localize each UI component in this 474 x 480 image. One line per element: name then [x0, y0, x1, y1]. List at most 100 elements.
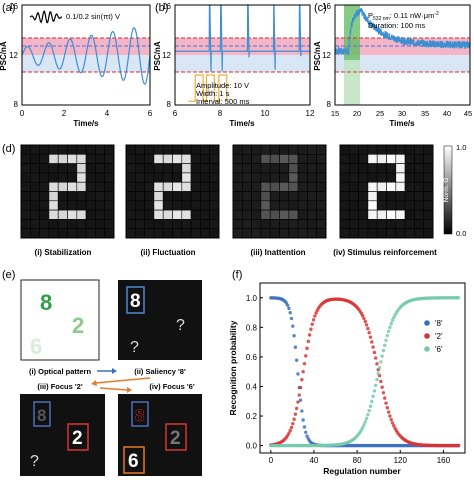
heatmap-cell [181, 181, 192, 192]
heatmap-cell [153, 172, 164, 183]
data-point [389, 417, 393, 422]
heatmap-cell [135, 200, 145, 211]
focus-box-6 [123, 446, 145, 474]
heatmap-cell [39, 219, 50, 229]
heatmap-cell [232, 191, 243, 202]
heatmap-cell [423, 172, 434, 183]
heatmap-cell [29, 144, 40, 155]
data-point [383, 343, 387, 348]
data-point [381, 391, 386, 395]
heatmap-cell [414, 181, 424, 192]
heatmap-cell [190, 228, 201, 239]
data-point [301, 418, 305, 422]
heatmap-cell [404, 154, 415, 164]
data-point [361, 425, 365, 430]
data-point [373, 383, 378, 388]
heatmap-cell [414, 154, 424, 164]
heatmap-cell [153, 181, 164, 192]
heatmap-cell [172, 181, 183, 192]
heatmap-cell [260, 144, 271, 155]
heatmap-cell [39, 163, 50, 174]
y-tick-label: 0.2 [246, 412, 258, 421]
heatmap-cell [260, 181, 271, 192]
heatmap-cell [181, 163, 192, 174]
panel-b: Amplitude: 10 V Width: 1 s Interval: 500… [153, 2, 315, 128]
heatmap-cell [423, 191, 434, 202]
heatmap-cell [395, 181, 406, 192]
heatmap-cell [367, 219, 378, 229]
heatmap-cell [104, 191, 115, 202]
heatmap-cell [367, 181, 378, 192]
heatmap-cell [279, 172, 290, 183]
heatmap-cell [85, 181, 96, 192]
heatmap-cell [67, 209, 78, 220]
data-point [289, 425, 294, 430]
heatmap-cell [232, 172, 243, 183]
heatmap-cell [339, 200, 350, 211]
caption-reinforcement: (iv) Stimulus reinforcement [333, 248, 437, 257]
heatmap-cell [339, 163, 350, 174]
heatmap-cell [181, 219, 192, 229]
panel-label-a: (a) [2, 2, 15, 14]
heatmap-cell [376, 154, 387, 164]
heatmap-cell [67, 191, 78, 202]
heatmap-cell [269, 228, 280, 239]
heatmap-cell [288, 181, 299, 192]
heatmap-cell [125, 181, 136, 192]
heatmap-cell [414, 209, 424, 220]
heatmap-cell [367, 154, 378, 164]
heatmap-cell [358, 154, 369, 164]
panel-label-b: (b) [155, 2, 168, 14]
heatmap-cell [125, 200, 136, 211]
svg-text:4: 4 [105, 109, 110, 118]
panel-c-power: P532 nm: 0.11 nW·μm-2 [368, 11, 439, 22]
node-optical-pattern: (i) Optical pattern [29, 367, 92, 376]
heatmap-cell [144, 144, 155, 155]
voltage-pulses [188, 74, 228, 102]
heatmap-cell [190, 172, 201, 183]
heatmap-cell [307, 200, 317, 211]
heatmap-cell [162, 191, 173, 202]
heatmap-cell [20, 219, 31, 229]
data-point [380, 385, 384, 389]
heatmap-cell [316, 228, 327, 239]
data-point [375, 362, 379, 366]
legend-label: '6' [435, 345, 443, 354]
heatmap-cell [190, 191, 201, 202]
svg-text:8: 8 [167, 100, 172, 109]
heatmap-cell [125, 154, 136, 164]
heatmap-cell [200, 219, 210, 229]
heatmap-cell [39, 228, 50, 239]
heatmap-cell [232, 144, 243, 155]
heatmap-cell [144, 172, 155, 183]
svg-text:45: 45 [464, 109, 472, 118]
sine-wave-icon [29, 10, 63, 24]
heatmap-cell [153, 191, 164, 202]
digit-2-dim: 2 [170, 428, 181, 449]
x-tick-label: 0 [269, 456, 274, 465]
heatmap-cell [144, 154, 155, 164]
heatmap-cell [307, 191, 317, 202]
heatmap-cell [48, 144, 59, 155]
heatmap-cell [172, 163, 183, 174]
heatmap-cell [404, 172, 415, 183]
heatmap-cell [386, 163, 397, 174]
data-point [367, 331, 371, 335]
heatmap-cell [57, 181, 68, 192]
heatmap-cell [404, 219, 415, 229]
heatmap-cell [20, 191, 31, 202]
colorbar [443, 145, 453, 235]
heatmap-cell [57, 144, 68, 155]
heatmap-cell [251, 209, 262, 220]
legend-marker [424, 333, 430, 339]
heatmap-cell [358, 219, 369, 229]
node-saliency-8: (ii) Saliency '8' [134, 367, 186, 376]
heatmap-4 [339, 144, 434, 239]
heatmap-cell [307, 209, 317, 220]
heatmap-cell [153, 228, 164, 239]
heatmap-cell [200, 209, 210, 220]
heatmap-cell [297, 163, 308, 174]
heatmap-cell [376, 144, 387, 155]
heatmap-cell [67, 219, 78, 229]
heatmap-cell [386, 219, 397, 229]
